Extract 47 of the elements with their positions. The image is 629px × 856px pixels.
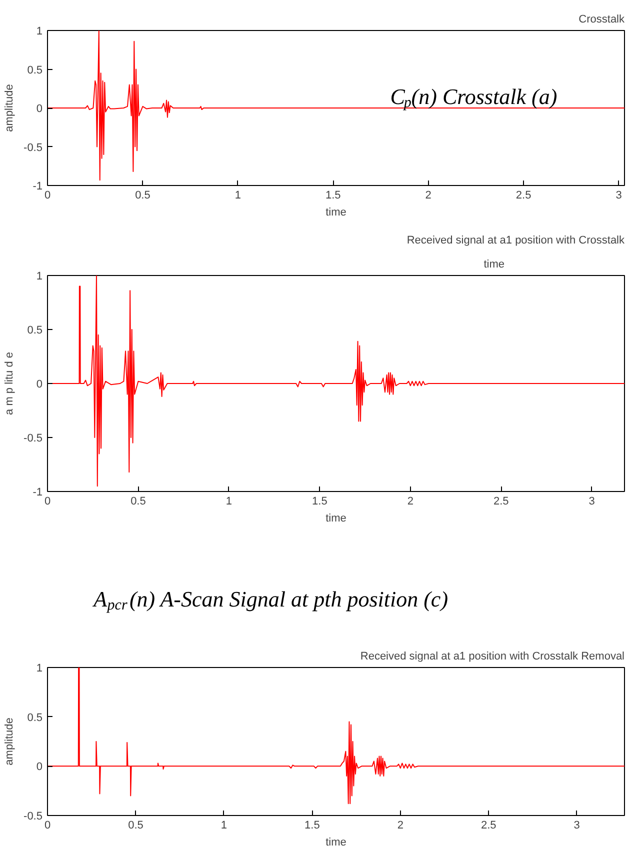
y-tick-label: -1 bbox=[32, 180, 42, 192]
x-tick-label: 1.5 bbox=[304, 820, 320, 832]
x-tick-label: 0.5 bbox=[135, 190, 150, 202]
y-tick-label: 0 bbox=[36, 378, 43, 390]
x-tick-label: 0 bbox=[44, 190, 51, 202]
chart-title: Received signal at a1 position with Crosstalk Removal bbox=[360, 650, 624, 662]
y-tick-label: 0.5 bbox=[27, 712, 43, 724]
x-tick-label: 0 bbox=[44, 496, 51, 508]
y-axis-title: a m p litu d e bbox=[4, 352, 16, 415]
x-tick-label: 2.5 bbox=[493, 496, 509, 508]
x-tick-label: 0.5 bbox=[128, 820, 144, 832]
text: time bbox=[484, 258, 504, 270]
x-tick-label: 1 bbox=[226, 496, 232, 508]
y-tick-label: -1 bbox=[32, 486, 42, 498]
x-tick-label: 2.5 bbox=[516, 190, 532, 202]
chart-title: Crosstalk bbox=[578, 14, 625, 26]
y-tick-label: 0.5 bbox=[27, 64, 43, 76]
x-axis-title: time bbox=[326, 206, 346, 218]
x-tick-label: 1 bbox=[220, 820, 228, 832]
y-tick-label: 0 bbox=[36, 103, 43, 115]
x-tick-label: 1.5 bbox=[326, 190, 341, 202]
y-tick-label: 1 bbox=[36, 662, 43, 674]
y-axis-title: amplitude bbox=[4, 84, 16, 132]
x-tick-label: 2 bbox=[407, 496, 414, 508]
y-tick-label: 1 bbox=[36, 26, 43, 38]
y-axis-title: amplitude bbox=[4, 718, 16, 766]
y-tick-label: 0.5 bbox=[27, 324, 43, 336]
y-tick-label: -0.5 bbox=[24, 142, 43, 154]
x-axis-title: time bbox=[326, 512, 346, 524]
line-series bbox=[48, 30, 624, 181]
x-tick-label: 2.5 bbox=[480, 820, 496, 832]
y-tick-label: -0.5 bbox=[24, 432, 43, 444]
x-tick-label: 3 bbox=[588, 496, 595, 508]
x-axis-title: time bbox=[326, 836, 346, 848]
y-tick-label: -0.5 bbox=[24, 810, 43, 822]
y-tick-label: 1 bbox=[36, 270, 43, 282]
x-tick-label: 0.5 bbox=[130, 496, 146, 508]
y-tick-label: 0 bbox=[36, 761, 43, 774]
x-tick-label: 1.5 bbox=[312, 496, 328, 508]
x-tick-label: 3 bbox=[616, 190, 622, 202]
x-tick-label: 0 bbox=[44, 820, 51, 832]
x-tick-label: 1 bbox=[234, 190, 241, 202]
x-tick-label: 2 bbox=[425, 190, 432, 202]
line-series bbox=[48, 668, 624, 804]
x-tick-label: 2 bbox=[397, 820, 404, 832]
x-tick-label: 3 bbox=[574, 820, 580, 832]
chart-title: Received signal at a1 position with Crosstalk bbox=[406, 234, 625, 246]
